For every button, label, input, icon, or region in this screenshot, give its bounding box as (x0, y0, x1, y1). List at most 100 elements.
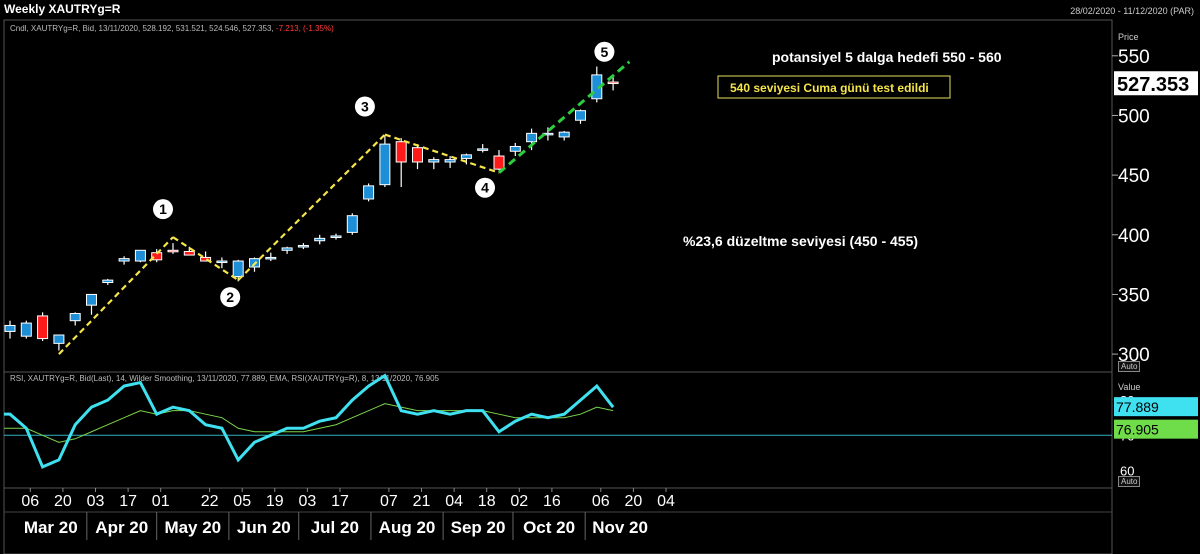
candle-body (412, 147, 423, 163)
x-month-label: Aug 20 (379, 518, 436, 537)
candle-body (265, 256, 277, 260)
x-day-label: 02 (510, 493, 528, 510)
price-axis-title: Price (1118, 32, 1139, 42)
candle-body (477, 148, 489, 151)
candle-body (216, 260, 228, 264)
candle-body (330, 235, 342, 238)
wave-3-label: 3 (361, 99, 369, 115)
rsi-axis-title: Value (1118, 382, 1141, 392)
candle-body (20, 322, 32, 337)
candle-body (134, 249, 146, 262)
test-box-frame (717, 75, 951, 99)
x-month-label: Jul 20 (311, 518, 359, 537)
x-axis-frame (3, 487, 1113, 554)
rsi-tick-label: 60 (1120, 463, 1134, 478)
x-month-label: Mar 20 (24, 518, 78, 537)
price-tick-label: 550 (1118, 47, 1150, 68)
wave-line (58, 236, 174, 355)
rsi-value-label: 77.889 (1116, 399, 1159, 415)
candle-body (200, 256, 212, 262)
x-day-label: 05 (233, 493, 251, 510)
candle-body (102, 279, 114, 284)
wave-4-label: 4 (481, 180, 489, 196)
candle-body (444, 159, 456, 163)
price-panel-frame (3, 19, 1113, 373)
price-legend: Cndl, XAUTRYg=R, Bid, 13/11/2020, 528.19… (10, 24, 334, 33)
candle-body (314, 237, 326, 242)
x-month-label: Jun 20 (237, 518, 291, 537)
wave-2-label: 2 (226, 289, 234, 305)
rsi-value-badge (1114, 397, 1198, 417)
window-title: Weekly XAUTRYg=R (4, 2, 121, 16)
candle-body (607, 81, 619, 85)
candle-body (297, 245, 309, 248)
x-day-label: 06 (592, 493, 610, 510)
retracement-annotation: %23,6 düzeltme seviyesi (450 - 455) (683, 233, 918, 249)
x-month-label: Nov 20 (592, 518, 648, 537)
candles (4, 66, 619, 351)
candle-body (346, 215, 358, 233)
x-day-label: 19 (266, 493, 284, 510)
wave-line (172, 236, 239, 282)
price-legend-change: -7.213, (-1.35%) (275, 24, 334, 33)
candle-body (37, 315, 49, 340)
rsi-auto-button[interactable]: Auto (1118, 476, 1141, 487)
last-price-badge (1114, 71, 1198, 96)
candle-body (281, 247, 293, 251)
wave-4-marker (475, 177, 495, 198)
price-tick-label: 450 (1118, 166, 1150, 187)
candle-body (232, 260, 244, 278)
candle-body (118, 258, 130, 262)
wave-2-marker (220, 287, 241, 308)
x-day-label: 03 (87, 493, 105, 510)
price-tick-label: 350 (1118, 285, 1150, 306)
target-annotation: potansiyel 5 dalga hedefi 550 - 560 (772, 49, 1002, 65)
candle-body (53, 334, 65, 344)
x-axis: 06 20 03 17 01 22 05 19 03 17 07 21 04 18 02 16 06 20 04 Ma… (21, 488, 675, 540)
x-day-label: 04 (657, 493, 675, 510)
candle-body (526, 132, 538, 143)
candle-body (509, 145, 521, 152)
wave-1-label: 1 (159, 201, 167, 217)
price-auto-button[interactable]: Auto (1118, 361, 1141, 372)
x-day-label: 20 (54, 493, 72, 510)
x-day-label: 07 (380, 493, 398, 510)
candle-body (86, 293, 97, 306)
candle-body (460, 154, 472, 159)
rsi-panel-frame (3, 371, 1113, 489)
x-day-label: 03 (299, 493, 317, 510)
rsi-legend: RSI, XAUTRYg=R, Bid(Last), 14, Wilder Sm… (10, 374, 439, 383)
price-tick-label: 500 (1118, 106, 1150, 127)
rsi-line (4, 373, 615, 469)
x-day-label: 16 (543, 493, 561, 510)
wave-5-marker (594, 41, 615, 62)
ema-value-label: 76.905 (1116, 422, 1159, 438)
price-axis: 300 350 400 450 500 550 527.353 (1112, 47, 1198, 366)
x-month-label: Sep 20 (451, 518, 506, 537)
wave-3-marker (354, 96, 375, 117)
x-day-label: 01 (152, 493, 170, 510)
candle-body (575, 110, 586, 121)
x-day-label: 17 (119, 493, 137, 510)
candle-body (428, 159, 440, 163)
x-month-label: May 20 (164, 518, 221, 537)
price-tick-label: 400 (1118, 226, 1150, 247)
test-box-annotation: 540 seviyesi Cuma günü test edildi (730, 81, 929, 95)
ema-line (4, 403, 614, 443)
candle-body (4, 324, 16, 332)
wave-line (384, 133, 500, 174)
x-day-label: 21 (413, 493, 431, 510)
candle-body (493, 155, 505, 170)
last-price-label: 527.353 (1117, 74, 1189, 96)
x-day-label: 18 (478, 493, 496, 510)
candle-body (69, 313, 81, 322)
x-day-label: 20 (625, 493, 643, 510)
candle-body (379, 143, 391, 186)
x-day-label: 22 (201, 493, 219, 510)
x-day-label: 17 (331, 493, 349, 510)
date-range: 28/02/2020 - 11/12/2020 (PAR) (1070, 6, 1194, 16)
ema-value-badge (1114, 419, 1198, 439)
price-tick-label: 300 (1118, 345, 1150, 366)
